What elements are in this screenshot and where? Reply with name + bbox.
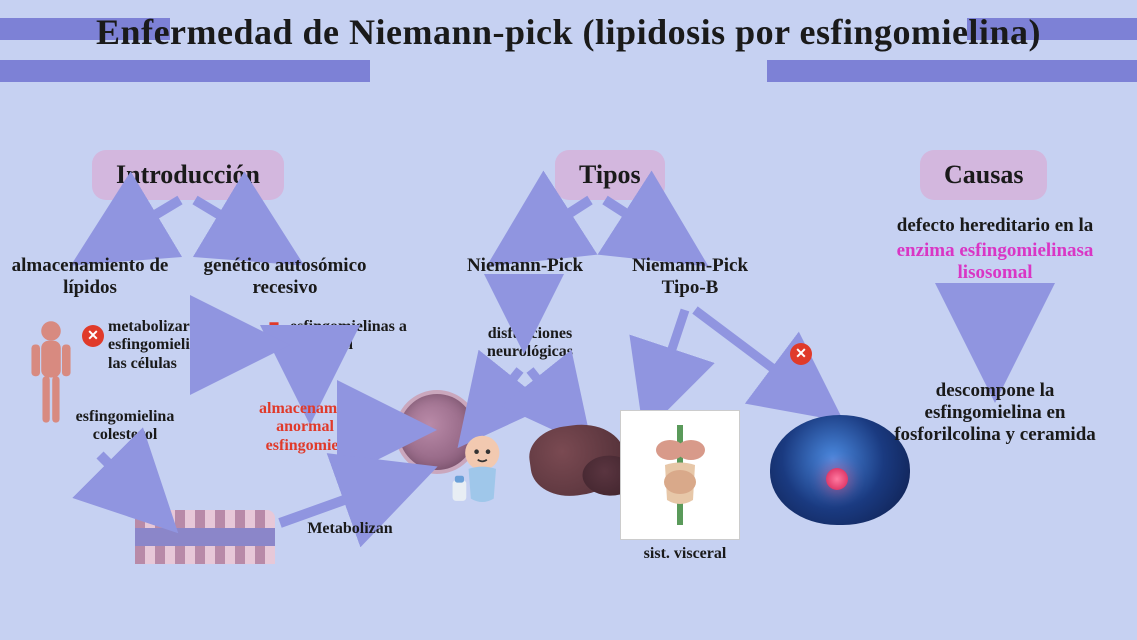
arrow-causas-down (980, 300, 1010, 370)
x-icon-2: ✕ (790, 343, 812, 365)
down-arrow-icon-1 (260, 320, 288, 354)
intro-esf-liso: esfingomielinas a lisosomal (290, 318, 410, 355)
causas-line2: enzima esfingomielinasa lisosomal (875, 240, 1115, 284)
fork-arrow-b (640, 305, 840, 425)
arrow-liso-down (300, 355, 320, 395)
tipo-a-disf: disfunciones neurológicas (470, 325, 590, 362)
fork-arrow-intro (80, 195, 300, 255)
baby-icon (445, 430, 515, 510)
x-icon-1: ✕ (82, 325, 104, 347)
intro-anormal: almacenamiento anormal de esfingomielina (240, 400, 390, 455)
intro-right: genético autosómico recesivo (190, 255, 380, 299)
intro-left: almacenamiento de lípidos (10, 255, 170, 299)
title-area: Enfermedad de Niemann-pick (lipidosis po… (0, 0, 1137, 53)
tipo-b-visceral: sist. visceral (635, 545, 735, 563)
tipo-a: Niemann-Pick Tipo-A (460, 255, 590, 299)
causas-line3: descompone la esfingomielina en fosforil… (880, 380, 1110, 446)
badge-introduccion: Introducción (92, 150, 284, 200)
tipo-b: Niemann-Pick Tipo-B (625, 255, 755, 299)
fork-arrow-tipos (490, 195, 710, 255)
anatomy-chart-icon (620, 410, 740, 540)
title-bar-left-2 (0, 60, 370, 82)
arrow-to-membrane (90, 450, 170, 520)
intro-metabolizan: Metabolizan (295, 520, 405, 538)
page-title: Enfermedad de Niemann-pick (lipidosis po… (0, 12, 1137, 53)
causas-line1: defecto hereditario en la (875, 215, 1115, 237)
arrow-h1 (210, 335, 260, 355)
liver-icon (530, 425, 625, 495)
intro-lipids: esfingomielina colesterol (65, 408, 185, 445)
arrow-to-cell (375, 420, 405, 440)
title-bar-right-2 (767, 60, 1137, 82)
badge-causas: Causas (920, 150, 1047, 200)
badge-tipos: Tipos (555, 150, 665, 200)
arrow-a-down (514, 300, 534, 330)
